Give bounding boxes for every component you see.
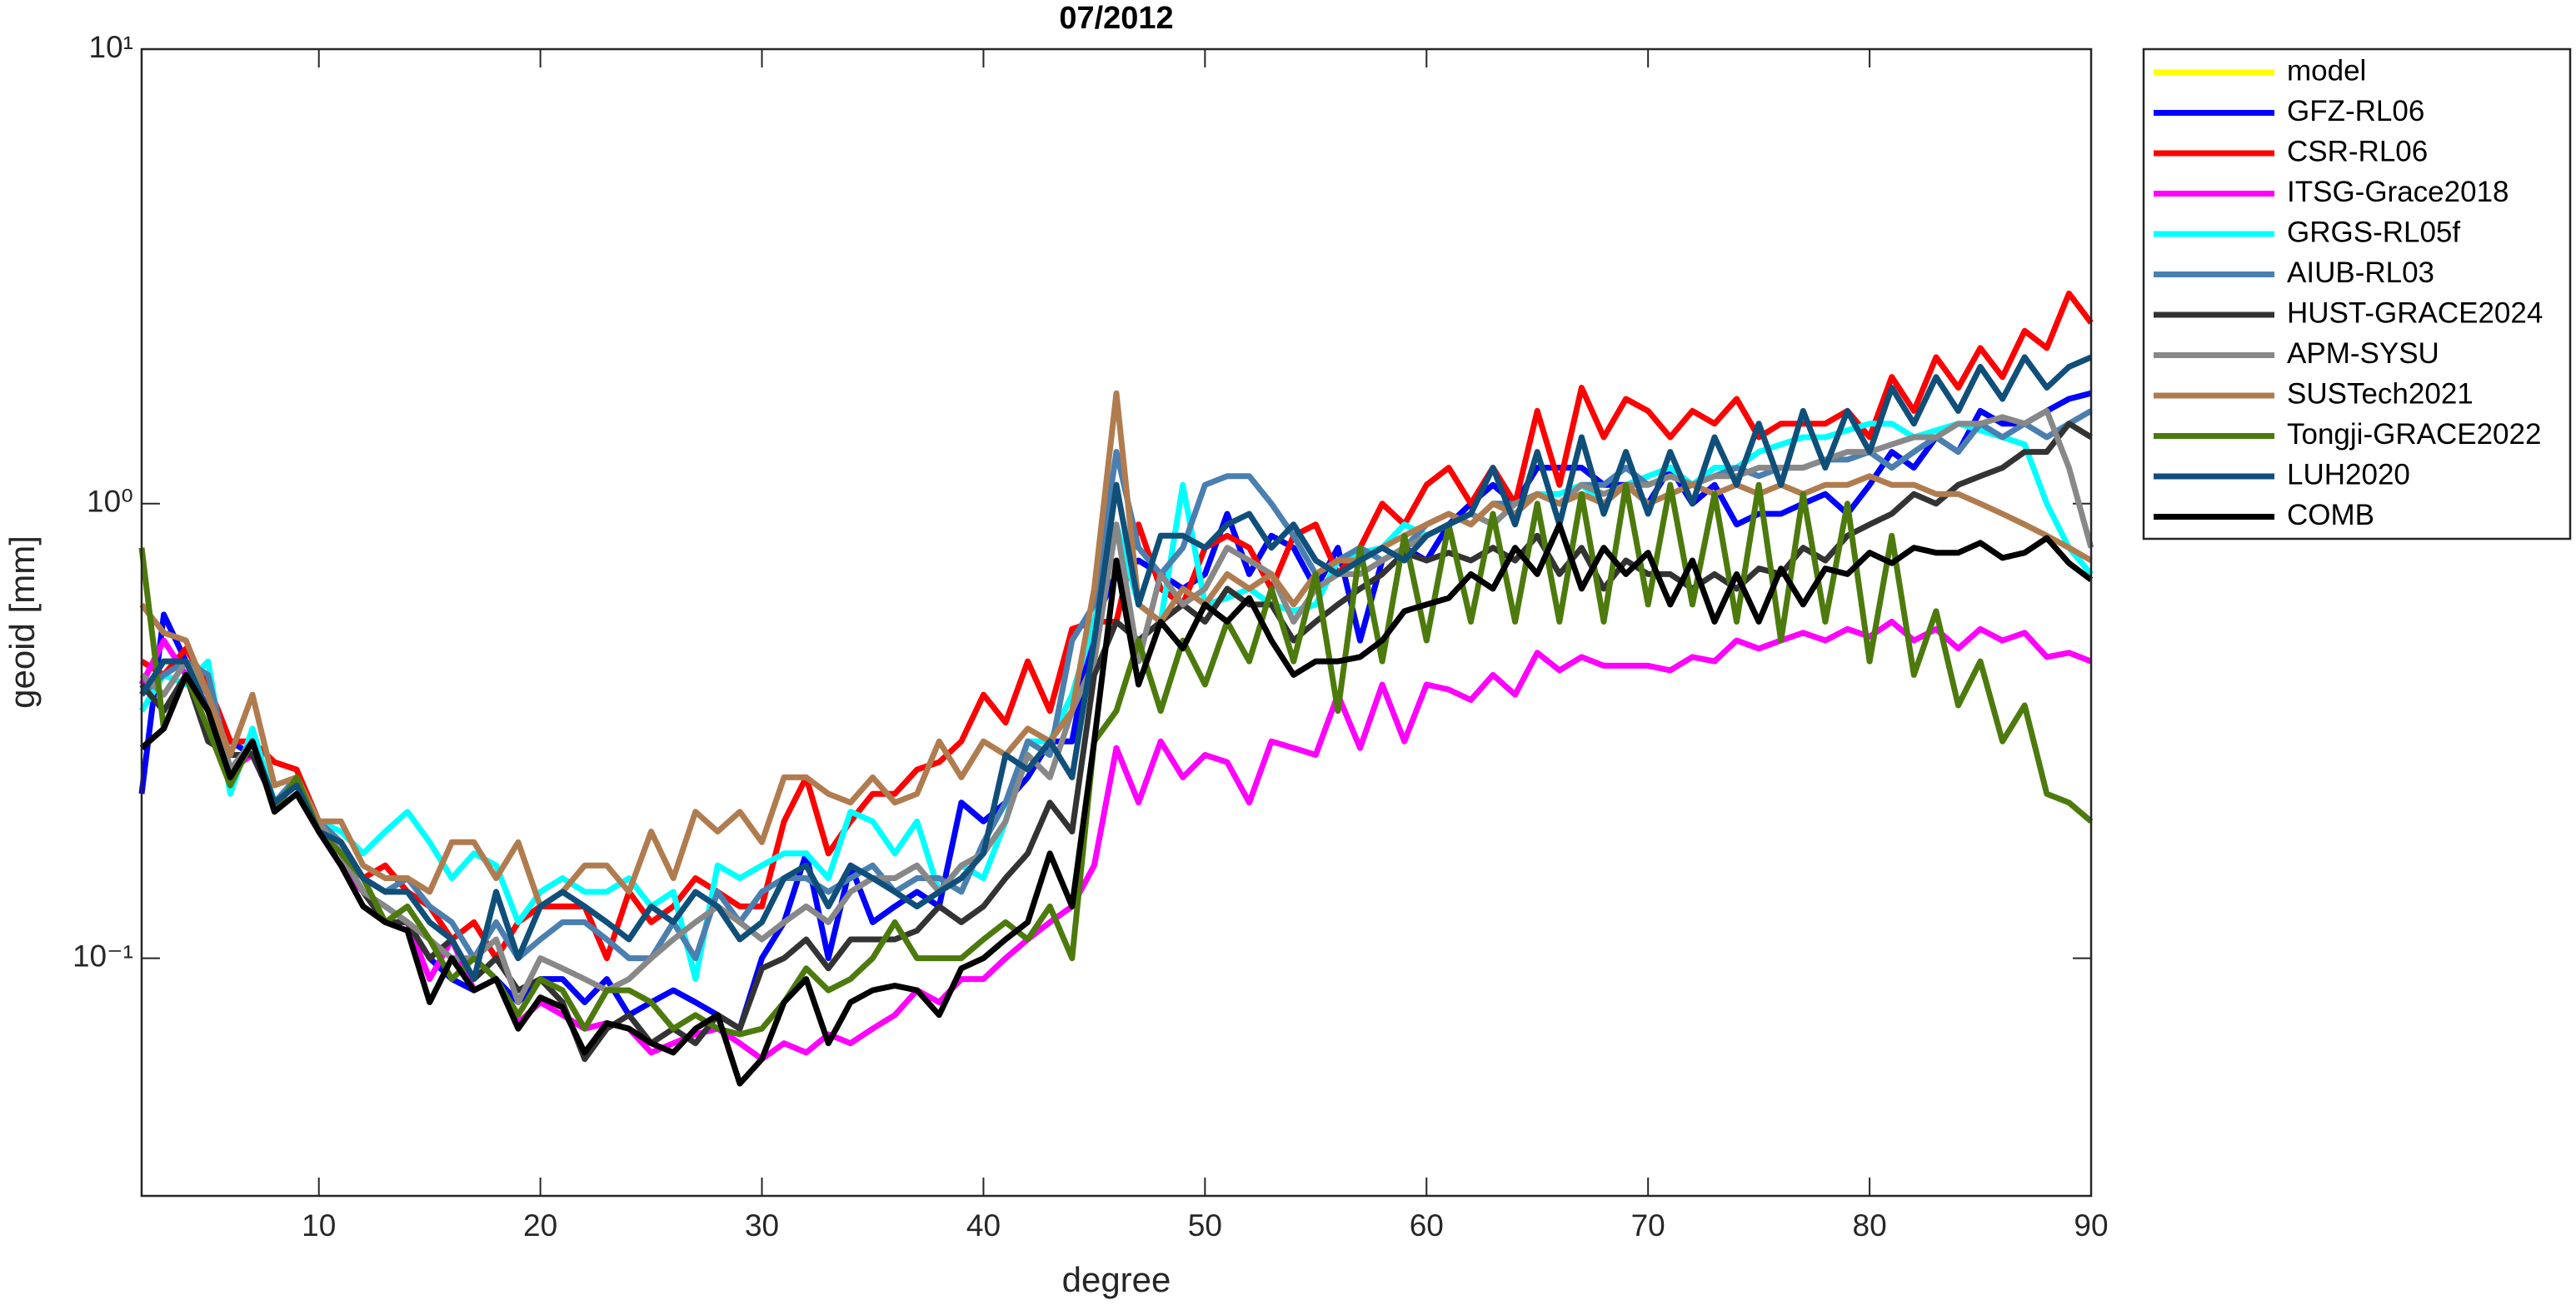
series-line xyxy=(139,521,2094,1087)
x-tick-label: 30 xyxy=(745,1208,779,1243)
legend-label: model xyxy=(2287,54,2366,87)
legend-label: SUSTech2021 xyxy=(2287,377,2474,410)
legend-label: CSR-RL06 xyxy=(2287,135,2428,167)
plot-frame xyxy=(140,47,2093,1198)
series-line xyxy=(138,619,2093,1063)
legend-box xyxy=(2142,47,2572,540)
x-tick-label: 20 xyxy=(523,1208,557,1243)
legend-label: GRGS-RL05f xyxy=(2287,216,2460,248)
y-tick-label: 10¹ xyxy=(89,30,133,64)
x-tick-label: 40 xyxy=(966,1208,1001,1243)
y-tick-label: 10⁻¹ xyxy=(72,939,133,973)
legend-label: HUST-GRACE2024 xyxy=(2287,296,2543,329)
x-tick-label: 90 xyxy=(2074,1208,2108,1243)
chart-title: 07/2012 xyxy=(1059,1,1173,36)
y-tick-label: 10⁰ xyxy=(87,485,133,519)
series-line xyxy=(139,407,2094,1005)
legend-label: COMB xyxy=(2287,499,2374,531)
legend-label: LUH2020 xyxy=(2287,458,2410,491)
legend-label: GFZ-RL06 xyxy=(2287,95,2424,127)
legend-label: AIUB-RL03 xyxy=(2287,257,2434,289)
legend-label: ITSG-Grace2018 xyxy=(2287,176,2509,208)
x-tick-label: 10 xyxy=(302,1208,336,1243)
legend-label: APM-SYSU xyxy=(2287,337,2439,370)
x-axis-label: degree xyxy=(1062,1260,1171,1299)
x-tick-label: 60 xyxy=(1410,1208,1444,1243)
legend-label: Tongji-GRACE2022 xyxy=(2287,418,2541,451)
series-line xyxy=(139,408,2093,962)
series-line xyxy=(139,390,2093,909)
x-tick-label: 70 xyxy=(1631,1208,1665,1243)
x-tick-label: 50 xyxy=(1188,1208,1222,1243)
x-tick-label: 80 xyxy=(1853,1208,1887,1243)
y-axis-label: geoid [mm] xyxy=(2,535,42,709)
series-line xyxy=(139,354,2093,983)
